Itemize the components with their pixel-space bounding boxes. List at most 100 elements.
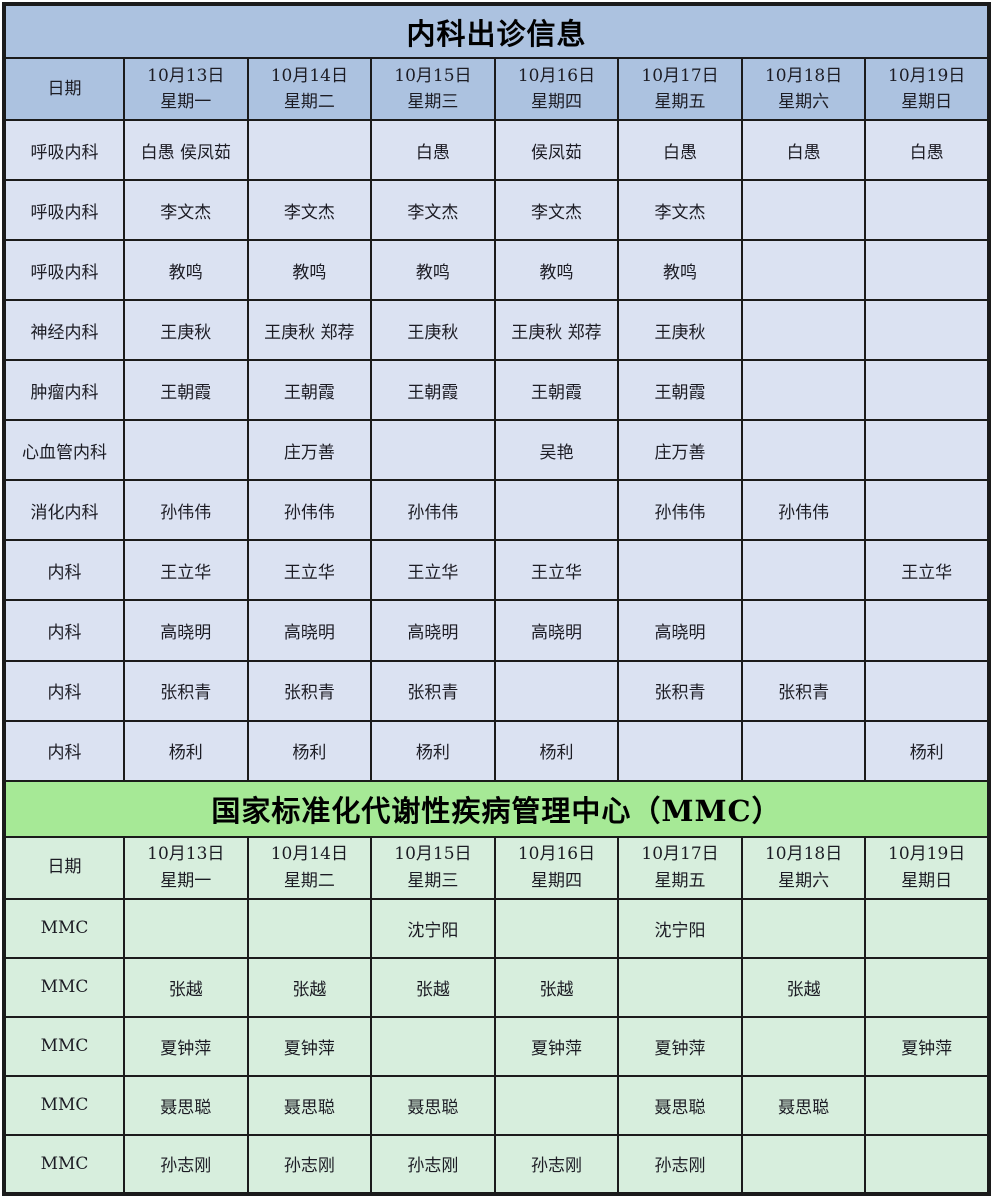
doctor-cell: 孙志刚 — [246, 1133, 373, 1196]
date-text: 10月16日 — [517, 65, 596, 86]
doctor-cell: 王朝霞 — [246, 359, 373, 422]
doctor-cell: 庄万善 — [246, 419, 373, 482]
department-cell: 呼吸内科 — [3, 239, 125, 302]
doctor-cell: 侯凤茹 — [493, 119, 620, 182]
doctor-cell: 夏钟萍 — [864, 1015, 990, 1077]
doctor-cell: 白愚 — [617, 119, 743, 182]
doctor-cell: 王庚秋 — [370, 299, 496, 362]
doctor-cell — [864, 1133, 990, 1196]
department-cell: 消化内科 — [3, 479, 125, 542]
doctor-cell: 夏钟萍 — [617, 1015, 743, 1077]
date-header-cell: 10月19日 星期日 — [864, 835, 990, 900]
doctor-cell — [740, 897, 867, 959]
doctor-cell: 王朝霞 — [123, 359, 249, 422]
date-text: 10月17日 — [641, 65, 719, 86]
weekday-text: 星期四 — [530, 92, 582, 113]
doctor-cell: 白愚 侯凤茹 — [123, 119, 249, 182]
department-cell: 呼吸内科 — [3, 119, 125, 182]
doctor-cell — [740, 1133, 867, 1196]
doctor-cell: 张越 — [246, 956, 373, 1018]
schedule-row: 呼吸内科 教鸣 教鸣 教鸣 教鸣 教鸣 — [3, 239, 990, 302]
weekday-text: 星期一 — [160, 92, 212, 113]
weekday-text: 星期日 — [901, 870, 953, 891]
date-header-cell: 10月19日 星期日 — [864, 57, 990, 122]
doctor-cell: 夏钟萍 — [123, 1015, 249, 1077]
date-text: 10月15日 — [394, 65, 472, 86]
date-header-cell: 10月14日 星期二 — [246, 57, 373, 122]
schedule-row: MMC 沈宁阳 沈宁阳 — [3, 897, 990, 959]
doctor-cell: 教鸣 — [246, 239, 373, 302]
weekday-text: 星期一 — [160, 870, 212, 891]
doctor-cell: 庄万善 — [617, 419, 743, 482]
department-cell: MMC — [3, 1074, 125, 1136]
doctor-cell: 李文杰 — [246, 179, 373, 242]
doctor-cell: 孙伟伟 — [123, 479, 249, 542]
date-header-cell: 10月16日 星期四 — [493, 57, 620, 122]
doctor-cell — [493, 659, 620, 722]
date-text: 10月14日 — [270, 65, 348, 86]
doctor-cell — [740, 239, 867, 302]
date-header-row: 日期 10月13日 星期一 10月14日 星期二 10月15日 星期三 10月16日 星期四 10… — [3, 835, 990, 900]
doctor-cell: 张越 — [740, 956, 867, 1018]
date-header-label: 日期 — [3, 57, 125, 122]
doctor-cell — [864, 1074, 990, 1136]
schedule-row: MMC 张越 张越 张越 张越 张越 — [3, 956, 990, 1018]
doctor-cell: 杨利 — [370, 719, 496, 782]
doctor-cell: 杨利 — [493, 719, 620, 782]
schedule-row: MMC 孙志刚 孙志刚 孙志刚 孙志刚 孙志刚 — [3, 1133, 990, 1196]
doctor-cell: 沈宁阳 — [370, 897, 496, 959]
date-header-cell: 10月18日 星期六 — [740, 57, 867, 122]
schedule-row: 神经内科 王庚秋 王庚秋 郑荐 王庚秋 王庚秋 郑荐 王庚秋 — [3, 299, 990, 362]
doctor-cell: 王庚秋 郑荐 — [493, 299, 620, 362]
doctor-cell: 王朝霞 — [493, 359, 620, 422]
doctor-cell: 孙伟伟 — [370, 479, 496, 542]
weekday-text: 星期日 — [901, 92, 953, 113]
schedule-row: 内科 王立华 王立华 王立华 王立华 王立华 — [3, 539, 990, 602]
doctor-cell: 张越 — [493, 956, 620, 1018]
doctor-cell: 白愚 — [370, 119, 496, 182]
schedule-row: 消化内科 孙伟伟 孙伟伟 孙伟伟 孙伟伟 孙伟伟 — [3, 479, 990, 542]
doctor-cell — [617, 539, 743, 602]
doctor-cell — [617, 719, 743, 782]
doctor-cell: 王朝霞 — [617, 359, 743, 422]
schedule-row: 内科 高晓明 高晓明 高晓明 高晓明 高晓明 — [3, 599, 990, 662]
doctor-cell — [740, 719, 867, 782]
doctor-cell: 聂思聪 — [617, 1074, 743, 1136]
date-text: 10月13日 — [147, 844, 225, 865]
doctor-cell: 聂思聪 — [123, 1074, 249, 1136]
doctor-cell: 张积青 — [370, 659, 496, 722]
doctor-cell — [493, 1074, 620, 1136]
doctor-cell: 张越 — [370, 956, 496, 1018]
doctor-cell — [123, 897, 249, 959]
doctor-cell: 教鸣 — [123, 239, 249, 302]
doctor-cell: 夏钟萍 — [493, 1015, 620, 1077]
weekday-text: 星期五 — [654, 870, 706, 891]
schedule-row: 内科 张积青 张积青 张积青 张积青 张积青 — [3, 659, 990, 722]
doctor-cell — [123, 419, 249, 482]
doctor-cell: 杨利 — [246, 719, 373, 782]
doctor-cell: 白愚 — [864, 119, 990, 182]
department-cell: 内科 — [3, 719, 125, 782]
doctor-cell: 王庚秋 — [617, 299, 743, 362]
department-cell: 内科 — [3, 659, 125, 722]
doctor-cell: 孙志刚 — [493, 1133, 620, 1196]
date-header-cell: 10月16日 星期四 — [493, 835, 620, 900]
date-header-cell: 10月18日 星期六 — [740, 835, 867, 900]
doctor-cell — [370, 1015, 496, 1077]
doctor-cell: 张积青 — [123, 659, 249, 722]
schedule-row: 呼吸内科 李文杰 李文杰 李文杰 李文杰 李文杰 — [3, 179, 990, 242]
date-text: 10月14日 — [270, 844, 348, 865]
section-title-row: 国家标准化代谢性疾病管理中心（MMC） — [3, 779, 990, 838]
doctor-cell — [740, 1015, 867, 1077]
date-text: 10月15日 — [394, 844, 472, 865]
doctor-cell — [493, 897, 620, 959]
department-cell: MMC — [3, 897, 125, 959]
doctor-cell: 张积青 — [617, 659, 743, 722]
doctor-cell: 孙志刚 — [617, 1133, 743, 1196]
doctor-cell: 孙志刚 — [123, 1133, 249, 1196]
doctor-cell: 高晓明 — [493, 599, 620, 662]
doctor-cell: 王立华 — [864, 539, 990, 602]
doctor-cell: 教鸣 — [370, 239, 496, 302]
schedule-row: MMC 聂思聪 聂思聪 聂思聪 聂思聪 聂思聪 — [3, 1074, 990, 1136]
